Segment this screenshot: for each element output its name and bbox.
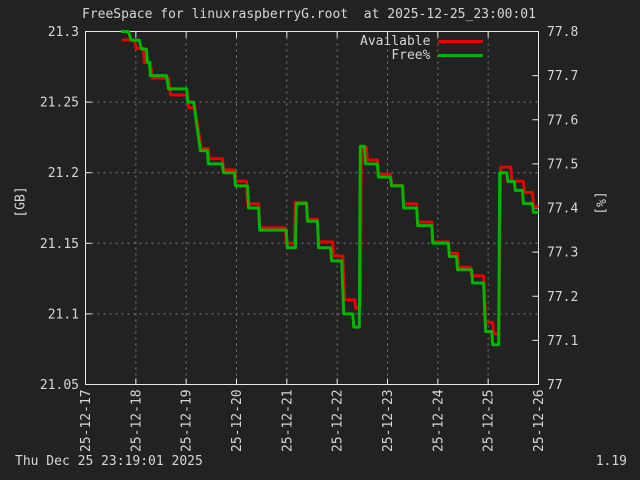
y-axis-tick-label: 21.25 [40,96,79,111]
series-line-available [121,38,539,336]
x-axis-tick-label: 25-12-17 [79,389,94,452]
y-axis-tick-label: 21.1 [48,307,79,322]
y2-axis-unit-label: [%] [592,191,608,215]
chart-legend: Available Free% [360,33,484,63]
y-axis-tick-label: 21.15 [40,237,79,252]
x-axis-tick-label: 25-12-25 [482,389,497,452]
x-axis-tick-label: 25-12-22 [331,389,346,452]
y-axis-tick-label: 21.2 [48,166,79,181]
legend-item-free-pct: Free% [360,47,484,63]
y2-axis-tick-label: 77.1 [547,334,578,349]
chart-title: FreeSpace for linuxraspberryG.root at 20… [82,7,536,22]
y2-axis-tick-label: 77.4 [547,202,578,217]
y-axis-tick-label: 21.05 [40,378,79,393]
y2-axis-tick-label: 77.7 [547,69,578,84]
x-axis-tick-label: 25-12-26 [532,389,547,452]
legend-line-swatch-green [438,53,484,57]
y-axis-tick-label: 21.3 [48,25,79,40]
x-axis-tick-label: 25-12-19 [180,389,195,452]
y2-axis-tick-label: 77.5 [547,157,578,172]
plot-border [85,31,539,385]
legend-line-swatch-red [438,39,484,43]
x-axis-tick-label: 25-12-24 [431,389,446,452]
x-axis-tick-label: 25-12-23 [381,389,396,452]
y-axis-unit-label: [GB] [13,186,29,218]
series-line-free- [120,30,539,347]
x-axis-tick-label: 25-12-18 [129,389,144,452]
version-label: 1.19 [595,454,627,469]
x-axis-tick-label: 25-12-20 [230,389,245,452]
timestamp-label: Thu Dec 25 23:19:01 2025 [15,454,203,469]
y2-axis-tick-label: 77.8 [547,25,578,40]
y2-axis-tick-label: 77.6 [547,113,578,128]
legend-item-available: Available [360,33,484,49]
legend-label: Available [360,33,431,49]
y2-axis-tick-label: 77.2 [547,290,578,305]
y2-axis-tick-label: 77 [547,378,563,393]
x-axis-tick-label: 25-12-21 [280,389,295,452]
legend-label: Free% [391,47,431,63]
y2-axis-tick-label: 77.3 [547,246,578,261]
